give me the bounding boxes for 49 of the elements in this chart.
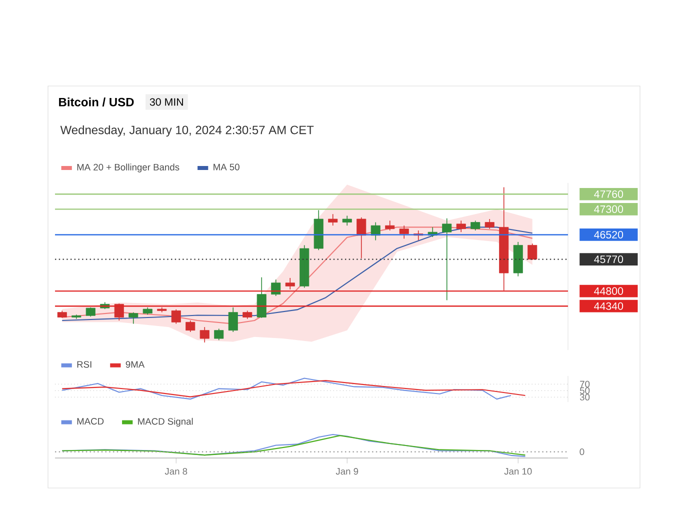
line-series bbox=[62, 380, 526, 398]
legend-label: MACD bbox=[77, 418, 104, 425]
chart-title: Bitcoin / USD bbox=[59, 98, 134, 106]
candlestick bbox=[242, 310, 252, 320]
y-tick-label: 47300 bbox=[594, 205, 624, 213]
candlestick bbox=[513, 242, 523, 277]
y-tick-label: 50 bbox=[580, 387, 590, 394]
candlestick bbox=[57, 310, 67, 318]
legend-label: MA 20 + Bollinger Bands bbox=[77, 164, 180, 172]
candlestick bbox=[142, 307, 152, 316]
candlestick bbox=[342, 215, 352, 226]
y-tick-label: 45770 bbox=[594, 256, 624, 264]
chart-subtitle: Wednesday, January 10, 2024 2:30:57 AM CET bbox=[60, 125, 314, 137]
legend-label: 9MA bbox=[126, 361, 145, 368]
legend-label: RSI bbox=[77, 361, 92, 368]
candlestick bbox=[214, 328, 224, 341]
candlestick bbox=[228, 307, 238, 332]
y-tick-label: 44800 bbox=[594, 287, 624, 295]
y-tick-label: 30 bbox=[580, 394, 590, 400]
candlestick bbox=[285, 278, 295, 290]
y-tick-label: 44340 bbox=[594, 302, 624, 310]
candlestick bbox=[314, 210, 324, 251]
candlestick bbox=[484, 218, 494, 230]
candlestick bbox=[171, 308, 181, 324]
x-tick-label: Jan 9 bbox=[336, 468, 358, 475]
candlestick bbox=[200, 326, 210, 343]
legend-label: MA 50 bbox=[214, 164, 240, 170]
candlestick bbox=[157, 307, 167, 313]
y-tick-label: 47760 bbox=[594, 190, 624, 198]
candlestick bbox=[256, 276, 266, 318]
candlestick bbox=[385, 220, 395, 231]
candlestick bbox=[399, 225, 409, 240]
candlestick bbox=[128, 312, 138, 324]
candlestick bbox=[442, 218, 452, 301]
candlestick bbox=[86, 307, 96, 317]
x-tick-label: Jan 10 bbox=[504, 468, 532, 475]
candlestick bbox=[300, 244, 310, 288]
x-tick-label: Jan 8 bbox=[164, 468, 188, 475]
ref-line-label: 0 bbox=[580, 448, 584, 456]
candlestick bbox=[72, 314, 82, 320]
text: 30 MIN bbox=[150, 98, 183, 106]
y-tick-label: 70 bbox=[580, 380, 590, 388]
candlestick bbox=[470, 220, 480, 231]
y-tick-label: 46520 bbox=[594, 230, 624, 239]
candlestick bbox=[328, 214, 338, 226]
legend-label: MACD Signal bbox=[138, 418, 193, 427]
candlestick bbox=[186, 320, 196, 332]
line-series bbox=[62, 378, 512, 400]
candlestick bbox=[456, 220, 466, 233]
